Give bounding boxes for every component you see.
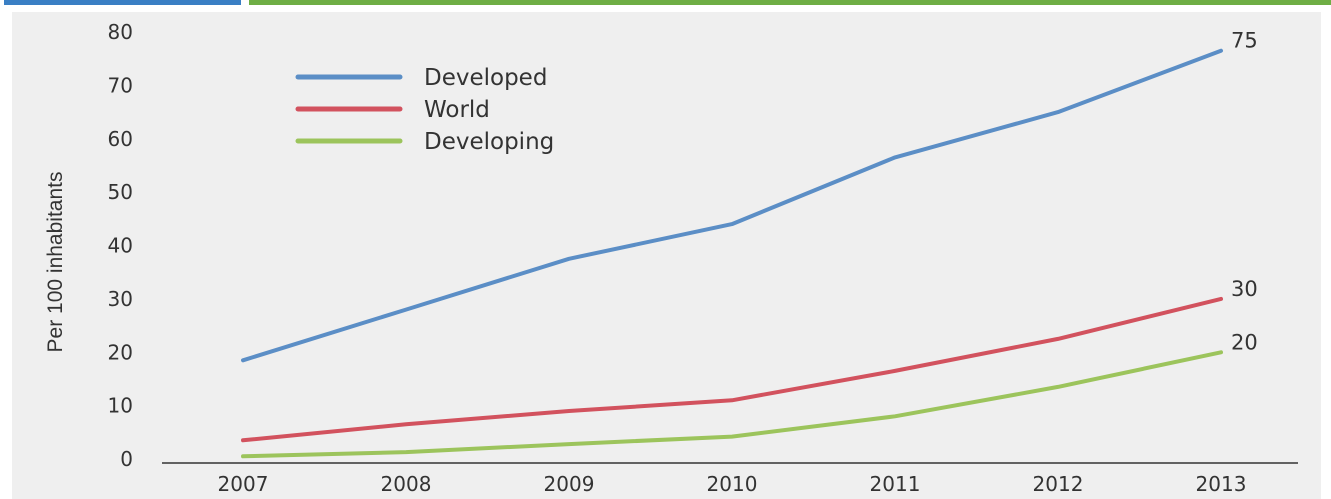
legend-label-developing: Developing xyxy=(424,129,554,155)
x-tick-label: 2012 xyxy=(1033,472,1084,496)
x-tick-label: 2013 xyxy=(1196,472,1247,496)
legend: Developed World Developing xyxy=(295,65,554,155)
series-line-developed xyxy=(241,48,1223,363)
legend-label-developed: Developed xyxy=(424,65,547,91)
top-accent-bar-left xyxy=(4,0,241,5)
y-tick-label: 70 xyxy=(108,73,133,97)
series-line-developing xyxy=(241,350,1223,459)
y-tick-label: 20 xyxy=(108,340,133,364)
y-tick-label: 30 xyxy=(108,287,133,311)
y-tick-label: 0 xyxy=(120,447,133,471)
y-axis-label: Per 100 inhabitants xyxy=(44,172,67,353)
x-tick-labels: 2007 2008 2009 2010 2011 2012 2013 xyxy=(218,472,1247,496)
x-tick-label: 2007 xyxy=(218,472,269,496)
y-tick-label: 60 xyxy=(108,127,133,151)
top-accent-bar-right xyxy=(249,0,1331,5)
series-line-world xyxy=(241,296,1223,443)
end-label-developing: 20 xyxy=(1231,330,1258,354)
end-label-world: 30 xyxy=(1231,277,1258,301)
y-tick-labels: 0 10 20 30 40 50 60 70 80 xyxy=(108,20,133,471)
series-end-labels: 75 30 20 xyxy=(1231,29,1258,355)
x-tick-label: 2011 xyxy=(870,472,921,496)
y-tick-label: 50 xyxy=(108,180,133,204)
y-tick-label: 80 xyxy=(108,20,133,44)
end-label-developed: 75 xyxy=(1231,29,1258,53)
x-tick-label: 2009 xyxy=(544,472,595,496)
y-tick-label: 40 xyxy=(108,234,133,258)
x-tick-label: 2010 xyxy=(707,472,758,496)
x-tick-label: 2008 xyxy=(381,472,432,496)
legend-label-world: World xyxy=(424,97,490,123)
series-lines xyxy=(241,48,1223,459)
y-tick-label: 10 xyxy=(108,394,133,418)
